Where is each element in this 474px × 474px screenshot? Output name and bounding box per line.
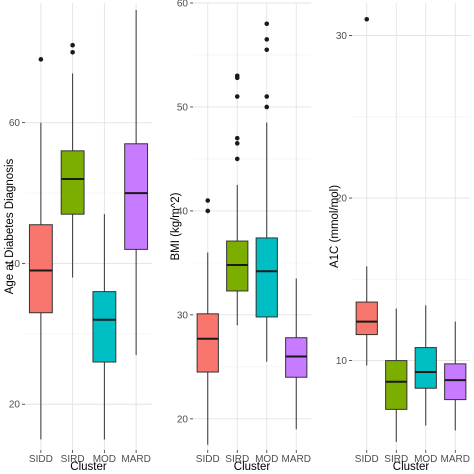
panel-1: 20 40 60 SIDD SIRD MOD MARD Cluster Age at Diabe…: [4, 3, 152, 473]
outlier-point: [264, 21, 270, 27]
box-body: [444, 363, 467, 401]
box-sird: [226, 73, 249, 326]
x-tick-label: SIDD: [196, 454, 220, 465]
panel-3: 10 20 30 SIDD SIRD MOD MARD Cluster A1C (mmol/mo…: [329, 3, 470, 473]
y-tick-label: 30: [336, 31, 348, 42]
box-body: [92, 291, 117, 363]
box-mod: [92, 214, 117, 440]
y-tick-label: 40: [177, 206, 189, 217]
outlier-point: [264, 94, 270, 99]
outlier-point: [70, 42, 75, 48]
box-body: [255, 237, 278, 318]
box-body: [28, 224, 53, 314]
y-tick-label: 20: [177, 414, 189, 425]
box-sidd: [28, 57, 53, 440]
x-tick-label: SIDD: [29, 454, 53, 465]
x-tick-label: MARD: [121, 454, 150, 465]
x-axis-title: Cluster: [70, 461, 107, 473]
box-body: [124, 143, 149, 250]
box-mard: [285, 278, 308, 430]
outlier-point: [234, 141, 240, 146]
y-tick-label: 50: [177, 102, 189, 113]
y-axis-title: Age at Diabetes Diagnosis: [4, 158, 16, 294]
outlier-point: [264, 47, 270, 53]
x-tick-label: SIRD: [384, 454, 408, 465]
outlier-point: [264, 104, 270, 110]
box-mod: [414, 305, 437, 426]
box-sidd: [196, 198, 219, 445]
box-body: [285, 337, 308, 378]
y-tick-label: 10: [336, 356, 348, 367]
box-body: [355, 301, 378, 336]
outlier-point: [205, 198, 211, 203]
x-axis-title: Cluster: [393, 461, 430, 473]
box-body: [414, 347, 437, 389]
x-tick-label: MOD: [255, 454, 278, 465]
x-axis-title: Cluster: [234, 461, 271, 473]
y-axis-title: BMI (kg/m^2): [170, 192, 182, 260]
y-tick-label: 20: [336, 194, 348, 205]
y-tick-label: 40: [9, 259, 21, 270]
panel-2: 20 30 40 50 60 SIDD SIRD MOD MARD Cluster BMI (kg/…: [170, 0, 311, 473]
box-body: [226, 240, 249, 292]
y-axis-title: A1C (mmol/mol): [329, 185, 341, 268]
box-sird: [385, 308, 408, 442]
box-body: [60, 150, 85, 215]
box-body: [196, 313, 219, 373]
x-tick-label: MARD: [282, 454, 311, 465]
y-tick-label: 60: [177, 0, 189, 10]
y-tick-label: 30: [177, 310, 189, 321]
box-sird: [60, 42, 85, 278]
outlier-point: [234, 94, 240, 99]
box-mard: [444, 321, 467, 431]
outlier-point: [234, 73, 240, 79]
box-mard: [124, 10, 149, 355]
box-sidd: [355, 16, 378, 366]
x-tick-label: SIDD: [355, 454, 379, 465]
outlier-point: [205, 208, 211, 214]
plot-area: [193, 3, 311, 450]
box-mod: [255, 21, 278, 362]
outlier-point: [234, 156, 240, 162]
y-tick-label: 60: [9, 118, 21, 129]
x-tick-label: SIRD: [61, 454, 85, 465]
outlier-point: [264, 37, 270, 42]
outlier-point: [234, 135, 240, 141]
box-body: [385, 360, 408, 410]
x-tick-label: MOD: [93, 454, 116, 465]
outlier-point: [38, 57, 44, 62]
y-tick-label: 20: [9, 400, 21, 411]
x-tick-label: SIRD: [225, 454, 249, 465]
outlier-point: [364, 16, 370, 22]
outlier-point: [70, 49, 75, 55]
x-tick-label: MARD: [441, 454, 470, 465]
x-tick-label: MOD: [414, 454, 437, 465]
